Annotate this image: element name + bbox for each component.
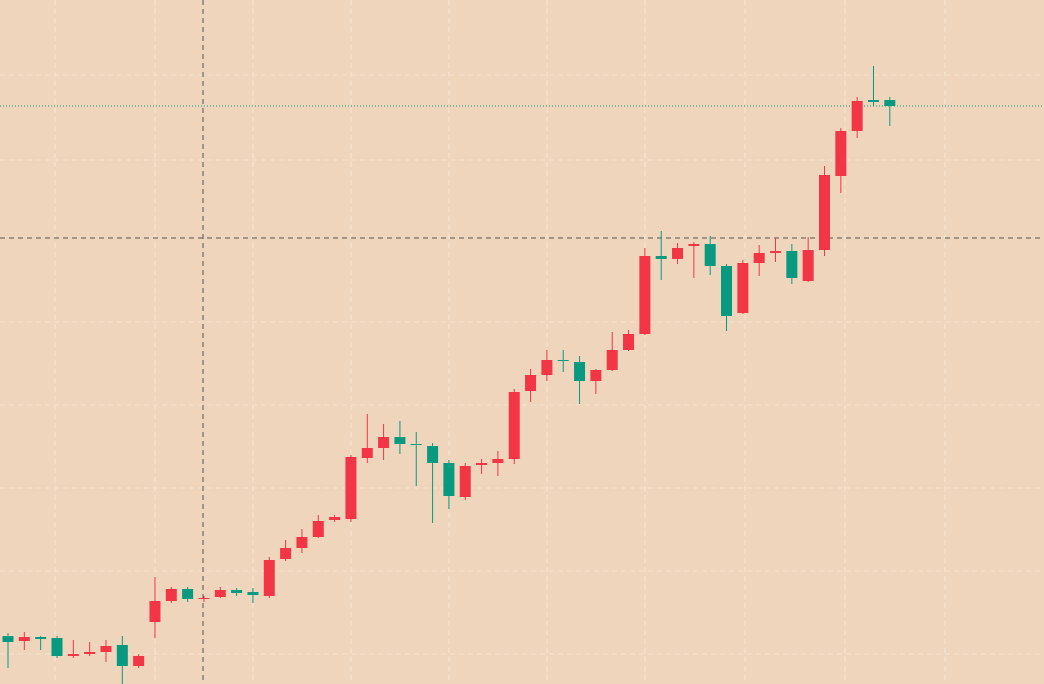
- candle-body: [247, 592, 259, 595]
- candle-body: [623, 334, 635, 350]
- candle-body: [786, 251, 798, 278]
- candle-body: [476, 463, 488, 465]
- candle-body: [851, 101, 863, 131]
- candle-body: [214, 590, 226, 597]
- candle-body: [2, 636, 14, 642]
- candle-body: [835, 131, 847, 176]
- candle-body: [182, 589, 194, 599]
- candle-body: [721, 266, 733, 316]
- candle-body: [770, 251, 782, 253]
- candle-body: [296, 537, 308, 548]
- candle-body: [492, 459, 504, 463]
- candle-body: [165, 589, 177, 601]
- candle-body: [280, 548, 292, 559]
- candle-body: [51, 638, 63, 656]
- candle-body: [427, 446, 439, 463]
- candle-body: [378, 437, 390, 448]
- candle-body: [574, 362, 586, 381]
- candle-body: [133, 656, 145, 666]
- candle-body: [312, 521, 324, 537]
- candle-body: [84, 652, 96, 654]
- candle-body: [231, 590, 243, 593]
- candle-body: [688, 244, 700, 246]
- candle-body: [18, 637, 30, 641]
- candle-body: [198, 598, 210, 599]
- candle-body: [590, 370, 602, 381]
- candle-body: [508, 392, 520, 459]
- candle-body: [541, 360, 553, 375]
- candle-body: [672, 248, 684, 259]
- candle-body: [459, 466, 471, 497]
- candle-body: [737, 263, 749, 313]
- candle-body: [394, 437, 406, 444]
- candle-body: [525, 375, 537, 391]
- candle-body: [149, 601, 161, 622]
- candle-body: [116, 645, 128, 666]
- candle-body: [100, 646, 112, 652]
- candle-body: [639, 256, 651, 334]
- candle-body: [329, 517, 341, 520]
- candle-body: [361, 448, 373, 458]
- candle-body: [345, 457, 357, 519]
- candle-body: [704, 244, 716, 266]
- candle-body: [753, 253, 765, 263]
- candle-body: [35, 637, 47, 639]
- candle-body: [802, 250, 814, 281]
- candle-body: [606, 350, 618, 370]
- candle-body: [557, 360, 569, 361]
- candle-body: [819, 175, 830, 250]
- candle-body: [867, 100, 879, 102]
- candle-body: [263, 560, 275, 596]
- candle-body: [67, 654, 79, 656]
- candle-body: [655, 256, 667, 259]
- candle-body: [410, 444, 422, 445]
- candle-body: [443, 463, 455, 496]
- candle-body: [884, 100, 896, 106]
